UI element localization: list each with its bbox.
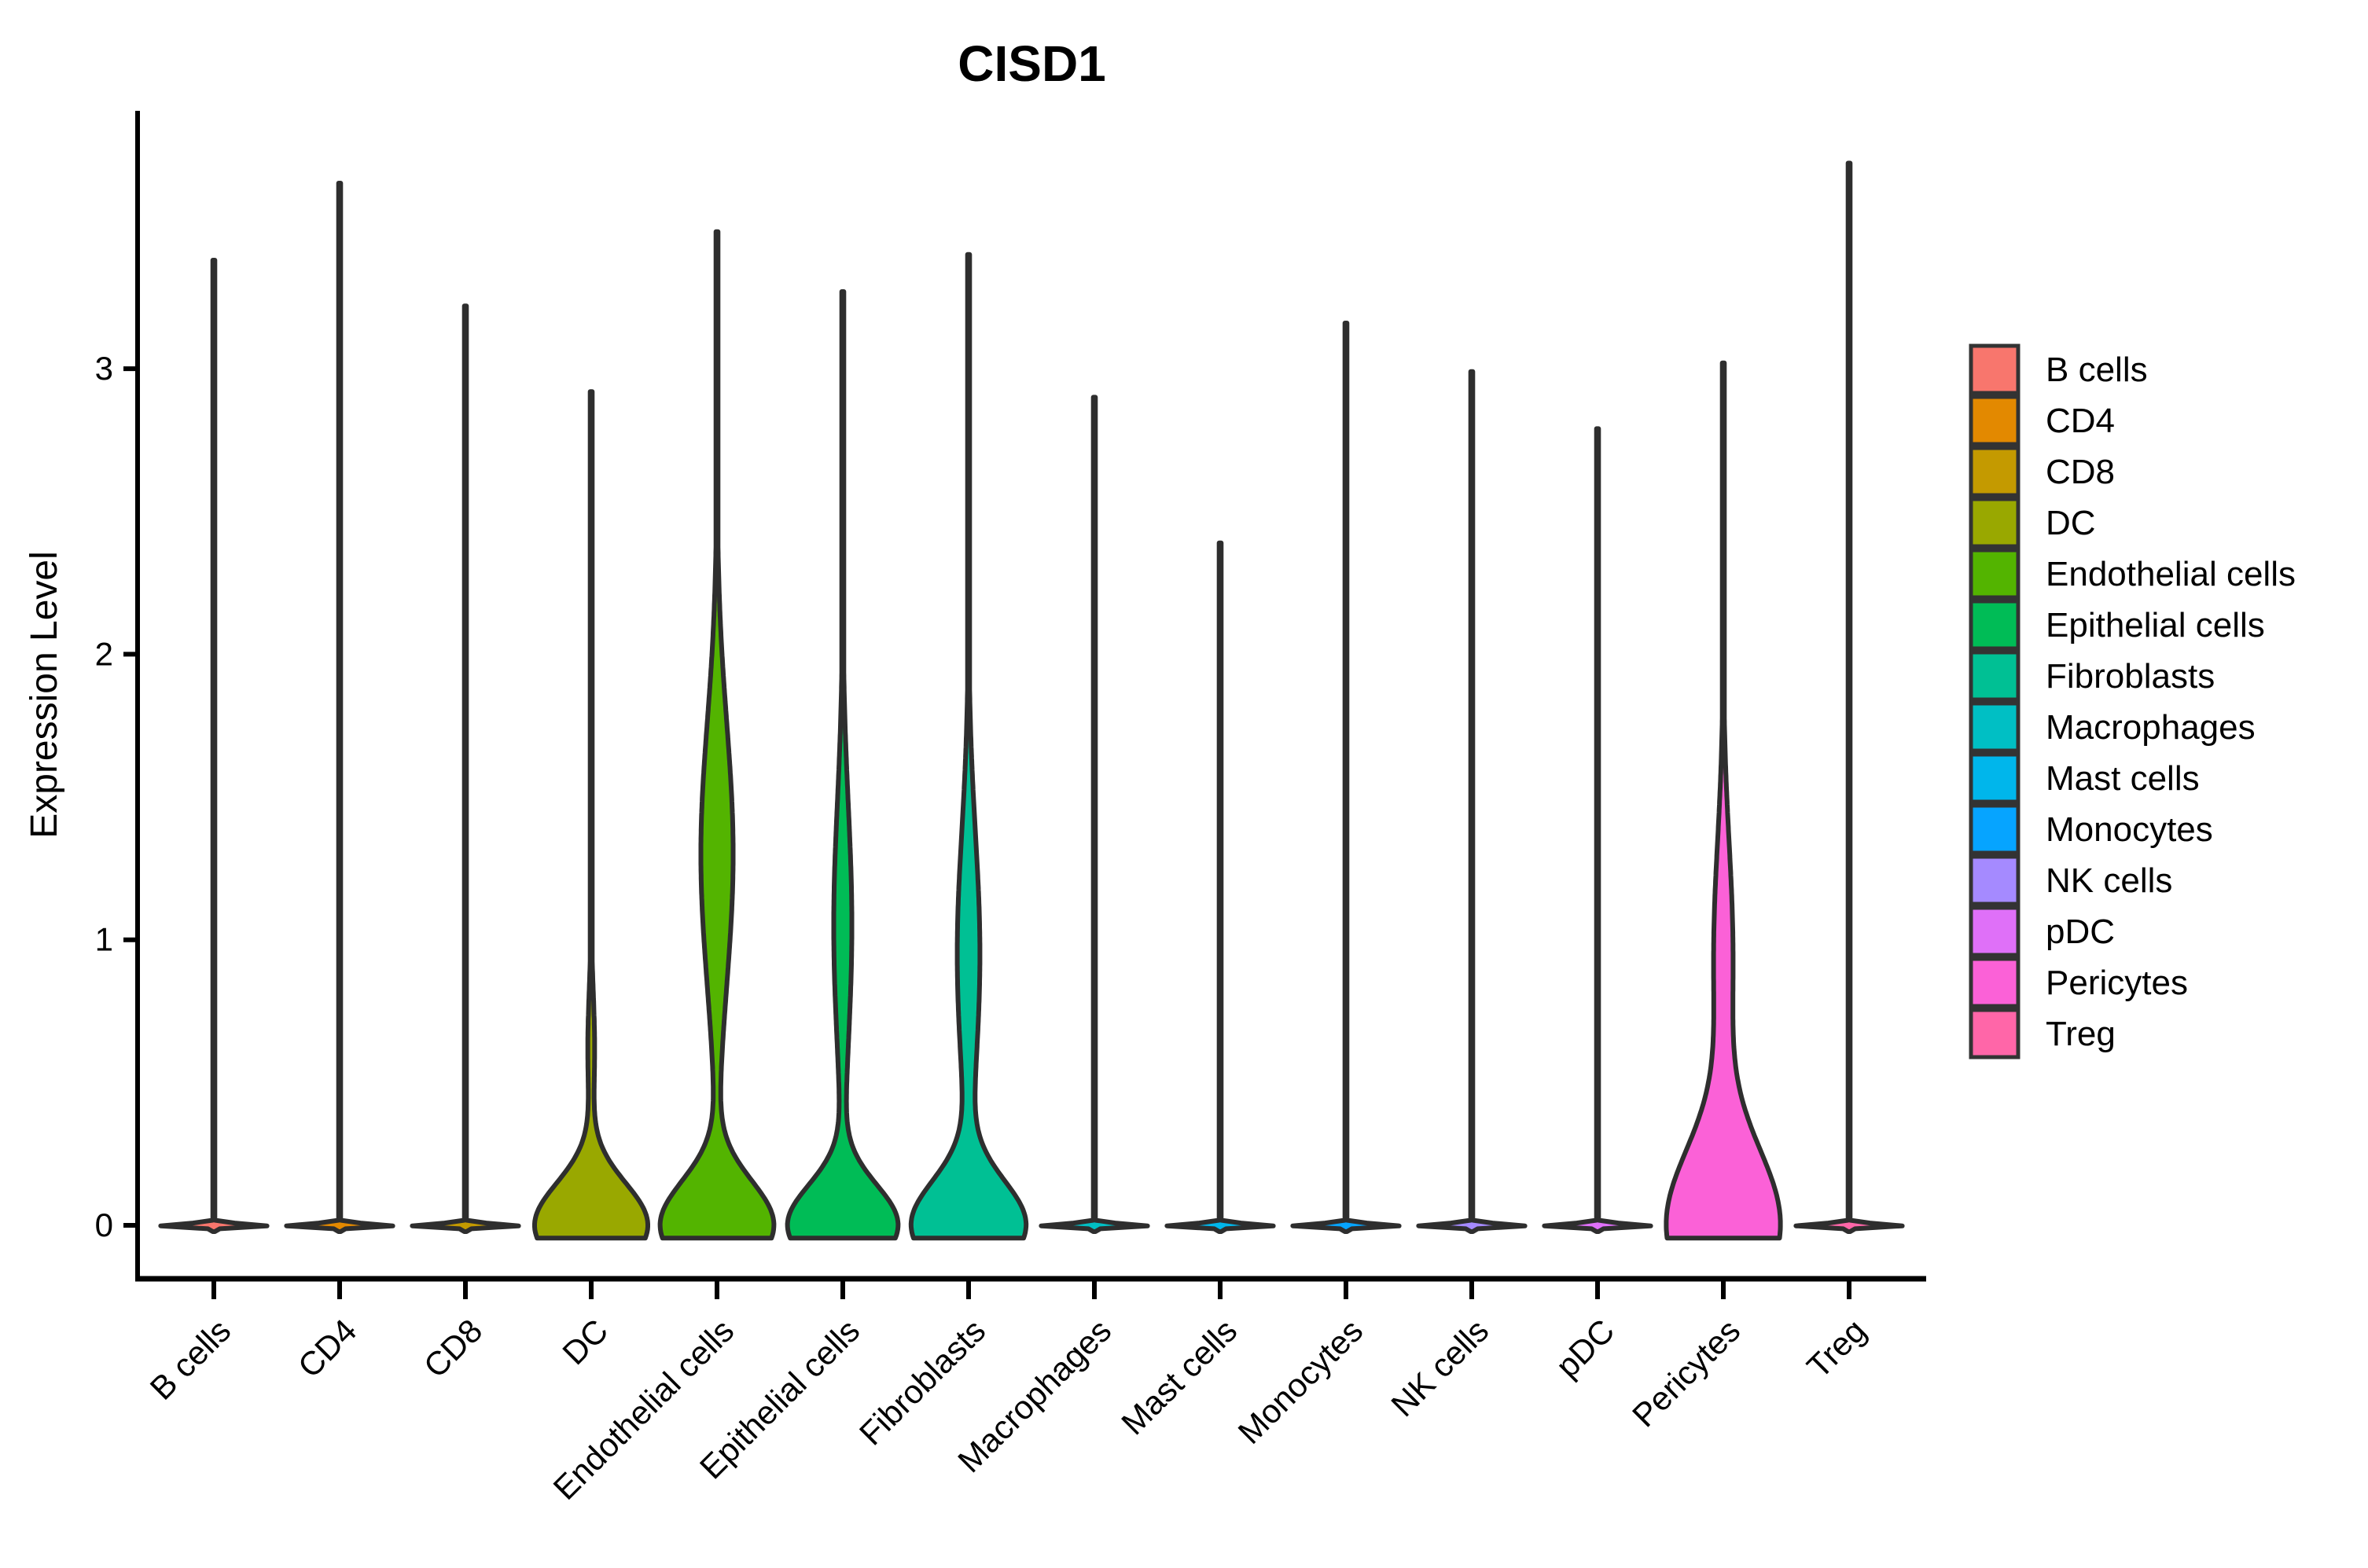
violin-mast-cells — [1164, 540, 1276, 1234]
y-tick-label-1: 1 — [95, 921, 113, 958]
legend-label-pericytes: Pericytes — [2046, 964, 2188, 1002]
violin-dc — [532, 389, 650, 1241]
violin-cd4 — [284, 181, 395, 1234]
x-tick-label-monocytes: Monocytes — [1231, 1312, 1370, 1451]
legend-label-pdc: pDC — [2046, 913, 2115, 951]
legend-swatch-b-cells — [1969, 343, 2021, 395]
legend-label-cd8: CD8 — [2046, 453, 2115, 491]
violin-epithelial-cells — [785, 289, 901, 1241]
violin-fibroblasts — [908, 252, 1029, 1241]
legend-label-treg: Treg — [2046, 1015, 2116, 1053]
violin-cd8 — [410, 303, 521, 1234]
x-tick-label-nk-cells: NK cells — [1384, 1312, 1495, 1423]
violin-b-cells — [158, 258, 270, 1234]
violin-nk-cells — [1416, 369, 1528, 1234]
legend-label-monocytes: Monocytes — [2046, 810, 2213, 849]
violin-treg — [1793, 160, 1905, 1234]
legend-label-macrophages: Macrophages — [2046, 708, 2256, 747]
legend-swatch-cd8 — [1969, 446, 2021, 498]
legend-swatch-endothelial-cells — [1969, 548, 2021, 600]
y-tick-label-0: 0 — [95, 1206, 113, 1243]
legend-label-epithelial-cells: Epithelial cells — [2046, 606, 2265, 644]
x-tick-label-treg: Treg — [1800, 1312, 1873, 1385]
x-tick-label-dc: DC — [555, 1312, 615, 1372]
x-tick-label-pericytes: Pericytes — [1625, 1312, 1747, 1434]
x-tick-label-cd4: CD4 — [291, 1312, 364, 1385]
legend-swatch-treg — [1969, 1008, 2021, 1059]
legend-label-b-cells: B cells — [2046, 351, 2148, 389]
legend-swatch-pdc — [1969, 905, 2021, 957]
y-tick-label-3: 3 — [95, 350, 113, 387]
legend-swatch-epithelial-cells — [1969, 599, 2021, 651]
legend-swatch-pericytes — [1969, 957, 2021, 1008]
x-tick-label-b-cells: B cells — [143, 1312, 238, 1407]
violin-macrophages — [1039, 395, 1150, 1234]
legend-label-dc: DC — [2046, 504, 2096, 542]
legend-swatch-nk-cells — [1969, 854, 2021, 906]
legend-label-cd4: CD4 — [2046, 402, 2115, 440]
violin-monocytes — [1290, 321, 1402, 1234]
x-tick-label-cd8: CD8 — [417, 1312, 490, 1385]
x-tick-label-fibroblasts: Fibroblasts — [852, 1312, 992, 1452]
legend-swatch-fibroblasts — [1969, 650, 2021, 702]
y-tick-label-2: 2 — [95, 635, 113, 672]
legend-swatch-mast-cells — [1969, 752, 2021, 804]
legend-swatch-dc — [1969, 497, 2021, 549]
y-axis-title: Expression Level — [24, 551, 65, 839]
violin-pericytes — [1664, 360, 1783, 1241]
legend-label-mast-cells: Mast cells — [2046, 759, 2200, 798]
legend-swatch-macrophages — [1969, 701, 2021, 753]
violin-pdc — [1542, 426, 1653, 1234]
plot-title: CISD1 — [958, 35, 1106, 92]
x-tick-label-mast-cells: Mast cells — [1114, 1312, 1244, 1441]
legend-swatch-cd4 — [1969, 395, 2021, 446]
legend-label-endothelial-cells: Endothelial cells — [2046, 555, 2296, 593]
legend-label-fibroblasts: Fibroblasts — [2046, 657, 2215, 696]
legend-swatch-monocytes — [1969, 803, 2021, 855]
legend-label-nk-cells: NK cells — [2046, 861, 2172, 900]
x-tick-label-pdc: pDC — [1549, 1312, 1622, 1385]
violin-endothelial-cells — [657, 229, 777, 1241]
